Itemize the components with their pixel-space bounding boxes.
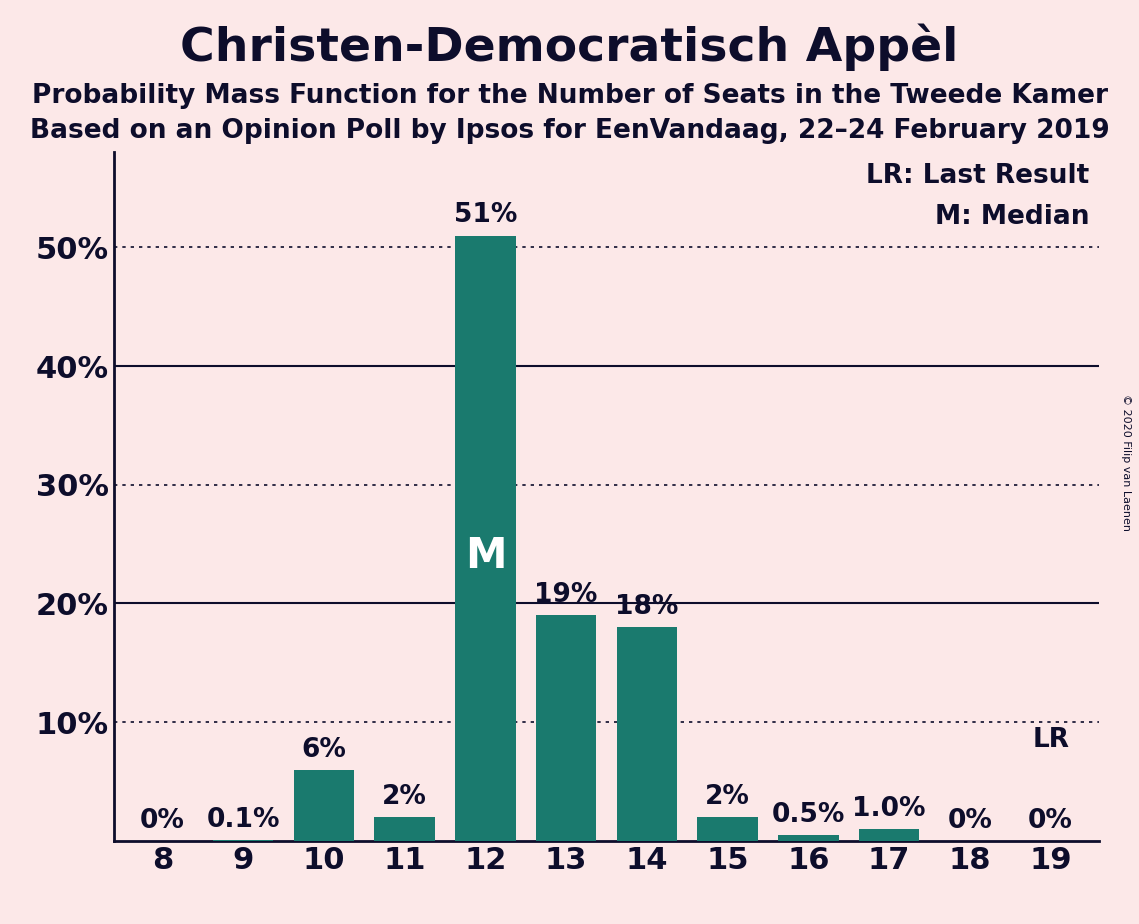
Text: Based on an Opinion Poll by Ipsos for EenVandaag, 22–24 February 2019: Based on an Opinion Poll by Ipsos for Ee… — [30, 118, 1109, 144]
Bar — [616, 627, 678, 841]
Bar — [294, 770, 354, 841]
Text: M: Median: M: Median — [935, 204, 1089, 230]
Bar — [456, 236, 516, 841]
Text: 0.1%: 0.1% — [206, 807, 280, 833]
Bar — [535, 615, 597, 841]
Bar — [778, 835, 838, 841]
Text: LR: Last Result: LR: Last Result — [866, 163, 1089, 188]
Text: 2%: 2% — [383, 784, 427, 810]
Text: 19%: 19% — [534, 582, 598, 608]
Bar — [859, 829, 919, 841]
Bar — [375, 817, 435, 841]
Text: 51%: 51% — [453, 202, 517, 228]
Text: Christen-Democratisch Appèl: Christen-Democratisch Appèl — [180, 23, 959, 70]
Text: © 2020 Filip van Laenen: © 2020 Filip van Laenen — [1121, 394, 1131, 530]
Text: 2%: 2% — [705, 784, 751, 810]
Text: 1.0%: 1.0% — [852, 796, 926, 821]
Text: 0%: 0% — [1029, 808, 1073, 833]
Text: 0%: 0% — [140, 808, 185, 833]
Bar — [697, 817, 757, 841]
Text: 6%: 6% — [302, 736, 346, 762]
Text: 0%: 0% — [948, 808, 992, 833]
Text: Probability Mass Function for the Number of Seats in the Tweede Kamer: Probability Mass Function for the Number… — [32, 83, 1107, 109]
Text: LR: LR — [1032, 727, 1070, 753]
Bar — [213, 840, 273, 841]
Text: M: M — [465, 535, 506, 578]
Text: 0.5%: 0.5% — [772, 802, 845, 828]
Text: 18%: 18% — [615, 594, 679, 620]
